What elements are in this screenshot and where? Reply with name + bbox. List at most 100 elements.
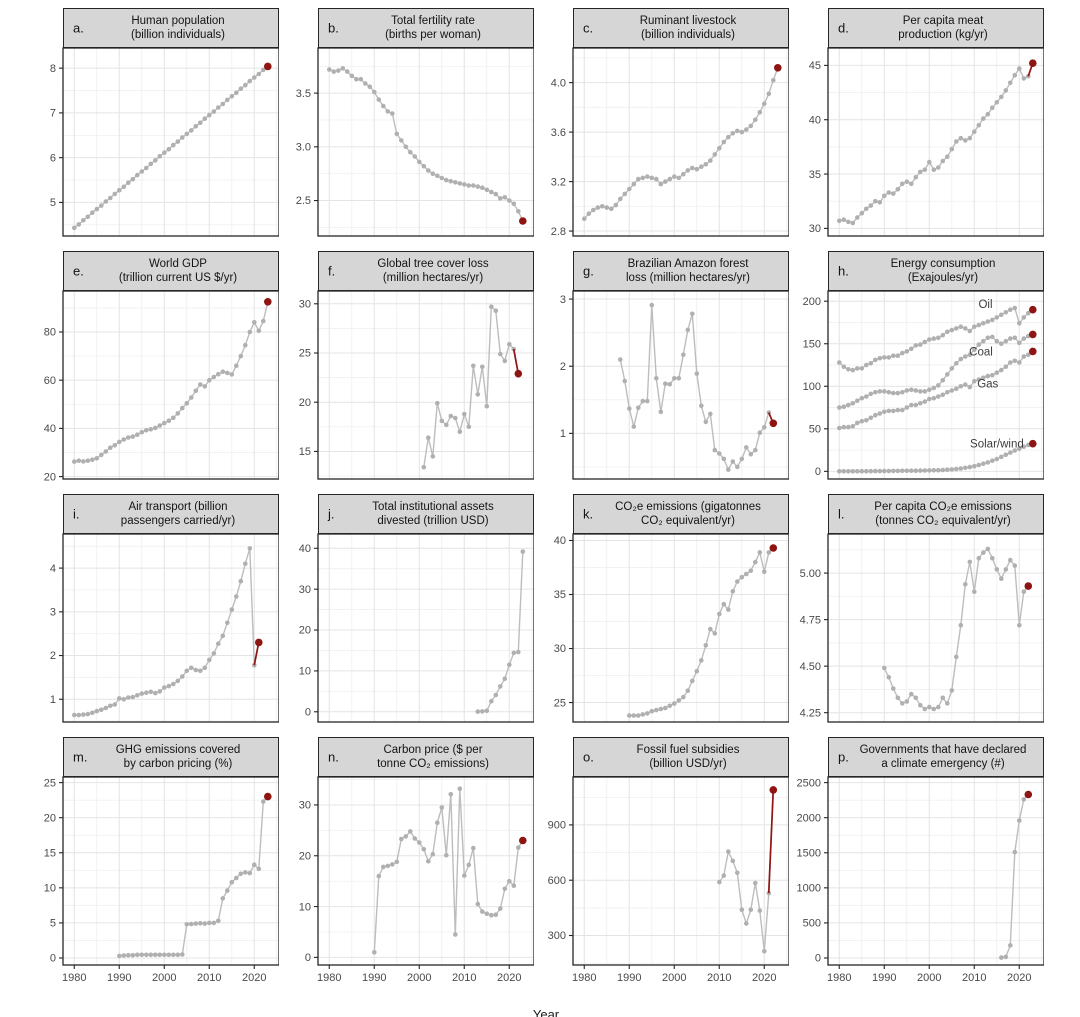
x-tick-label: 2000 bbox=[917, 972, 941, 984]
facet-strip: l. Per capita CO₂e emissions (tonnes CO₂… bbox=[828, 494, 1044, 534]
y-tick-label: 20 bbox=[44, 471, 56, 481]
panel-chart-l: 4.25 4.50 4.75 5.00 bbox=[800, 533, 1044, 723]
highlight-point bbox=[1029, 305, 1037, 314]
series-gas bbox=[837, 347, 1037, 431]
y-tick-label: 25 bbox=[44, 777, 56, 789]
y-tick-label: 3 bbox=[50, 607, 56, 619]
y-tick-label: 20 bbox=[44, 812, 56, 824]
gridlines bbox=[318, 48, 534, 236]
facet-strip: b. Total fertility rate (births per woma… bbox=[318, 8, 534, 48]
highlight-point bbox=[1029, 439, 1037, 448]
panel-title: Brazilian Amazon forest loss (million he… bbox=[626, 257, 750, 284]
gridlines bbox=[63, 534, 279, 722]
gridlines bbox=[63, 291, 279, 479]
y-tick-label: 25 bbox=[299, 348, 311, 360]
facet-panel: m. GHG emissions covered by carbon prici… bbox=[24, 737, 279, 994]
facet-panel: f. Global tree cover loss (million hecta… bbox=[279, 251, 534, 481]
y-tick-label: 600 bbox=[548, 875, 566, 887]
x-tick-label: 2020 bbox=[752, 972, 776, 984]
y-tick-label: 2500 bbox=[797, 777, 821, 789]
y-tick-label: 2 bbox=[50, 650, 56, 662]
panel-border bbox=[827, 776, 1044, 966]
series-main bbox=[627, 544, 778, 718]
highlight-point bbox=[769, 544, 778, 552]
y-tick-label: 300 bbox=[548, 930, 566, 942]
panel-chart-g: 1 2 3 bbox=[560, 290, 789, 480]
y-tick-label: 10 bbox=[44, 883, 56, 895]
panel-chart-i: 1 2 3 4 bbox=[50, 533, 279, 723]
axis-ticks: 0 5 10 15 20 25 1980 1990 2000 2010 2020 bbox=[44, 777, 267, 984]
panel-border bbox=[827, 47, 1044, 237]
y-tick-label: 30 bbox=[299, 800, 311, 812]
series-line bbox=[423, 305, 519, 468]
y-tick-label: 3.6 bbox=[551, 127, 566, 139]
panel-title: Global tree cover loss (million hectares… bbox=[377, 257, 489, 284]
axis-ticks: 15 20 25 30 bbox=[299, 298, 318, 458]
highlight-segment bbox=[767, 789, 775, 894]
y-tick-label: 30 bbox=[299, 584, 311, 596]
gridlines bbox=[573, 534, 789, 722]
series-coal bbox=[837, 330, 1037, 410]
panel-letter: o. bbox=[583, 749, 594, 765]
facet-strip: k. CO₂e emissions (gigatonnes CO₂ equiva… bbox=[573, 494, 789, 534]
highlight-point bbox=[1029, 330, 1037, 339]
gridlines bbox=[573, 777, 789, 965]
panel-border bbox=[62, 776, 279, 966]
y-tick-label: 0 bbox=[305, 952, 311, 964]
x-tick-label: 1980 bbox=[317, 972, 341, 984]
y-tick-label: 15 bbox=[299, 446, 311, 458]
facet-strip: p. Governments that have declared a clim… bbox=[828, 737, 1044, 777]
axis-ticks: 20 40 60 80 bbox=[44, 327, 63, 481]
series-main bbox=[582, 64, 782, 221]
facet-strip: f. Global tree cover loss (million hecta… bbox=[318, 251, 534, 291]
panel-chart-k: 25 30 35 40 bbox=[554, 533, 789, 723]
facet-panel: i. Air transport (billion passengers car… bbox=[24, 494, 279, 724]
panel-letter: c. bbox=[583, 20, 594, 36]
panel-title: World GDP (trillion current US $/yr) bbox=[118, 257, 238, 284]
y-tick-label: 2.8 bbox=[551, 226, 566, 238]
series-oil bbox=[837, 305, 1037, 373]
y-tick-label: 50 bbox=[809, 424, 821, 436]
panel-letter: g. bbox=[583, 263, 594, 279]
gridlines bbox=[318, 291, 534, 479]
x-tick-label: 1990 bbox=[872, 972, 896, 984]
x-tick-label: 2010 bbox=[452, 972, 476, 984]
panel-letter: d. bbox=[838, 20, 849, 36]
panel-chart-h: Oil Coal Gas Solar/wind 0 50 100 150 200 bbox=[803, 290, 1044, 480]
panel-border bbox=[62, 290, 279, 480]
series-main bbox=[837, 59, 1037, 226]
y-tick-label: 4.50 bbox=[800, 661, 821, 673]
facet-strip: a. Human population (billion individuals… bbox=[63, 8, 279, 48]
panel-chart-f: 15 20 25 30 bbox=[299, 290, 534, 480]
highlight-point bbox=[1029, 347, 1037, 356]
facet-panel: d. Per capita meat production (kg/yr) 30… bbox=[789, 8, 1044, 238]
highlight-point bbox=[255, 638, 263, 647]
series-main bbox=[618, 302, 778, 472]
panel-chart-m: 0 5 10 15 20 25 1980 1990 2000 2010 2020 bbox=[44, 776, 279, 984]
panel-border bbox=[572, 533, 789, 723]
facet-panel: b. Total fertility rate (births per woma… bbox=[279, 8, 534, 238]
facet-panel: h. Energy consumption (Exajoules/yr) Oil… bbox=[789, 251, 1044, 481]
y-tick-label: 1500 bbox=[797, 847, 821, 859]
panel-title: Air transport (billion passengers carrie… bbox=[120, 500, 236, 527]
y-tick-label: 10 bbox=[299, 666, 311, 678]
y-tick-label: 8 bbox=[50, 63, 56, 75]
panel-border bbox=[317, 776, 534, 966]
y-tick-label: 1 bbox=[50, 694, 56, 706]
gridlines bbox=[828, 48, 1044, 236]
x-tick-label: 2020 bbox=[497, 972, 521, 984]
x-tick-label: 1990 bbox=[362, 972, 386, 984]
panel-letter: e. bbox=[73, 263, 84, 279]
x-tick-label: 2000 bbox=[152, 972, 176, 984]
highlight-point bbox=[519, 836, 527, 845]
panel-border bbox=[572, 47, 789, 237]
y-tick-label: 10 bbox=[299, 901, 311, 913]
series-label: Oil bbox=[978, 299, 992, 311]
panel-border bbox=[827, 533, 1044, 723]
series-main bbox=[475, 549, 526, 714]
y-tick-label: 0 bbox=[815, 953, 821, 965]
y-tick-label: 20 bbox=[299, 625, 311, 637]
y-tick-label: 2000 bbox=[797, 812, 821, 824]
panel-letter: i. bbox=[73, 506, 80, 522]
series-main bbox=[117, 792, 272, 959]
